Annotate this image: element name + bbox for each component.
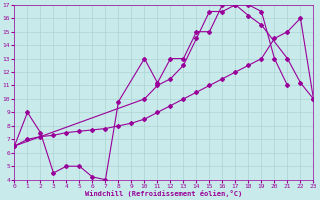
X-axis label: Windchill (Refroidissement éolien,°C): Windchill (Refroidissement éolien,°C) [85,190,243,197]
